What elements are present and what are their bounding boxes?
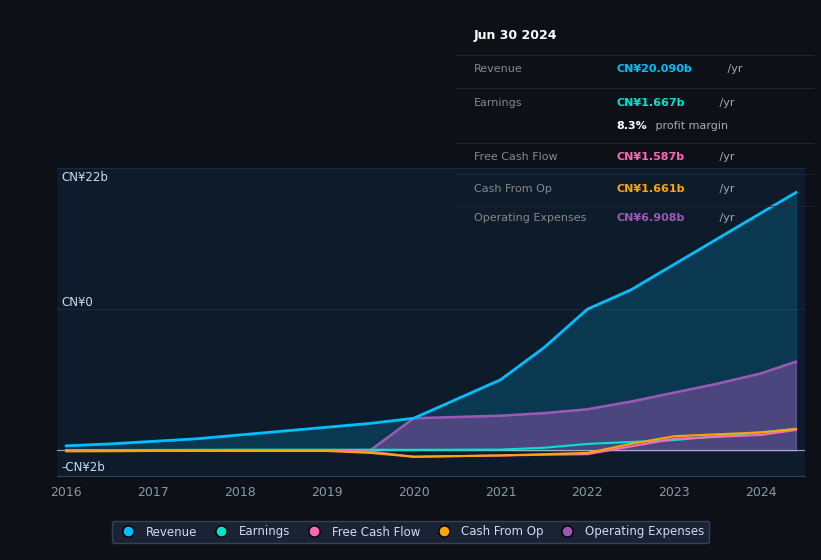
Text: Earnings: Earnings [474, 98, 522, 108]
Text: 8.3%: 8.3% [617, 121, 647, 131]
Text: /yr: /yr [717, 213, 735, 223]
Text: CN¥1.661b: CN¥1.661b [617, 184, 685, 194]
Text: CN¥6.908b: CN¥6.908b [617, 213, 685, 223]
Text: CN¥1.667b: CN¥1.667b [617, 98, 685, 108]
Text: Operating Expenses: Operating Expenses [474, 213, 586, 223]
Text: Revenue: Revenue [474, 64, 522, 74]
Text: CN¥22b: CN¥22b [62, 171, 108, 184]
Text: /yr: /yr [723, 64, 742, 74]
Text: -CN¥2b: -CN¥2b [62, 461, 105, 474]
Text: /yr: /yr [717, 152, 735, 162]
Text: Jun 30 2024: Jun 30 2024 [474, 29, 557, 42]
Legend: Revenue, Earnings, Free Cash Flow, Cash From Op, Operating Expenses: Revenue, Earnings, Free Cash Flow, Cash … [112, 521, 709, 543]
Text: profit margin: profit margin [652, 121, 728, 131]
Text: /yr: /yr [717, 98, 735, 108]
Text: CN¥1.587b: CN¥1.587b [617, 152, 685, 162]
Text: CN¥0: CN¥0 [62, 296, 93, 309]
Text: Cash From Op: Cash From Op [474, 184, 552, 194]
Text: /yr: /yr [717, 184, 735, 194]
Text: Free Cash Flow: Free Cash Flow [474, 152, 557, 162]
Text: CN¥20.090b: CN¥20.090b [617, 64, 692, 74]
